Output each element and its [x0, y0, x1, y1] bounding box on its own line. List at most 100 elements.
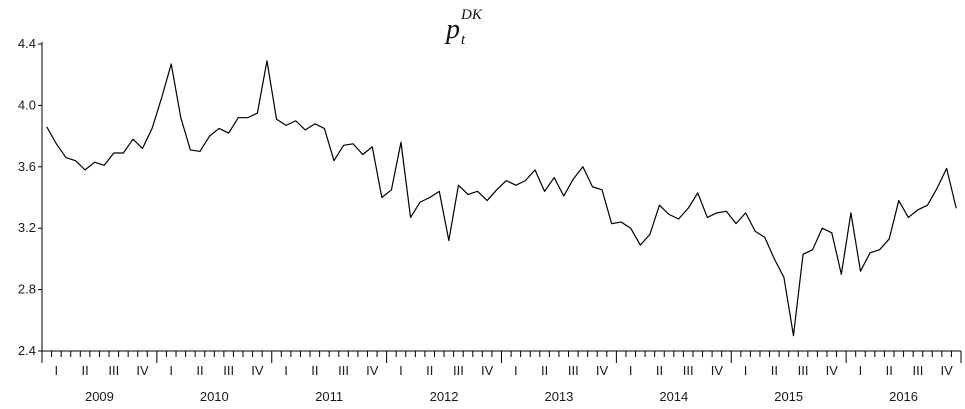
axes — [41, 42, 961, 352]
data-point — [342, 144, 344, 146]
data-point — [926, 204, 928, 206]
x-quarter-label: I — [514, 363, 518, 378]
y-tick-label: 4.0 — [18, 97, 36, 112]
data-point — [783, 276, 785, 278]
y-tick-label: 2.8 — [18, 282, 36, 297]
x-quarter-label: II — [541, 363, 548, 378]
x-quarter-label: IV — [366, 363, 379, 378]
y-tick-label: 2.4 — [18, 343, 36, 358]
data-point — [668, 213, 670, 215]
data-point — [917, 209, 919, 211]
data-point — [524, 179, 526, 181]
data-point — [132, 138, 134, 140]
title-main: p — [444, 14, 460, 45]
x-quarter-label: II — [426, 363, 433, 378]
data-point — [505, 179, 507, 181]
x-year-label: 2012 — [430, 389, 459, 404]
data-point — [859, 270, 861, 272]
series-layer — [46, 60, 957, 337]
data-point — [189, 149, 191, 151]
data-point — [247, 116, 249, 118]
x-quarter-label: I — [169, 363, 173, 378]
data-point — [620, 221, 622, 223]
data-point — [515, 184, 517, 186]
title-superscript: DK — [460, 7, 483, 23]
data-point — [878, 248, 880, 250]
data-point — [438, 190, 440, 192]
data-point — [898, 199, 900, 201]
data-point — [591, 186, 593, 188]
data-point — [448, 239, 450, 241]
data-point — [945, 167, 947, 169]
data-point — [409, 216, 411, 218]
x-quarter-label: II — [311, 363, 318, 378]
data-point — [113, 152, 115, 154]
y-tick-label: 4.4 — [18, 36, 36, 51]
x-quarter-label: IV — [596, 363, 609, 378]
data-point — [687, 207, 689, 209]
x-quarter-label: I — [399, 363, 403, 378]
x-quarter-label: III — [798, 363, 809, 378]
data-point — [610, 222, 612, 224]
x-year-label: 2009 — [85, 389, 114, 404]
x-year-label: 2014 — [659, 389, 688, 404]
data-point — [773, 258, 775, 260]
data-point — [907, 216, 909, 218]
data-point — [371, 146, 373, 148]
data-point — [888, 238, 890, 240]
data-point — [811, 248, 813, 250]
data-point — [744, 212, 746, 214]
data-point — [285, 124, 287, 126]
data-point — [381, 196, 383, 198]
series-line — [46, 60, 957, 337]
data-point — [486, 199, 488, 201]
data-point — [218, 127, 220, 129]
data-point — [266, 60, 268, 62]
data-point — [208, 135, 210, 137]
data-point — [936, 187, 938, 189]
data-point — [850, 212, 852, 214]
data-point — [256, 112, 258, 114]
y-tick-label: 3.6 — [18, 159, 36, 174]
chart-title: p t DK — [444, 7, 483, 48]
data-point — [725, 210, 727, 212]
data-point — [496, 189, 498, 191]
data-point — [323, 127, 325, 129]
x-quarter-label: II — [196, 363, 203, 378]
data-point — [227, 132, 229, 134]
x-quarter-label: IV — [940, 363, 953, 378]
data-point — [122, 152, 124, 154]
data-point — [352, 143, 354, 145]
data-point — [802, 253, 804, 255]
data-point — [754, 230, 756, 232]
data-point — [677, 218, 679, 220]
x-quarter-label: I — [744, 363, 748, 378]
x-quarter-label: IV — [711, 363, 724, 378]
data-point — [869, 252, 871, 254]
data-point — [46, 126, 48, 128]
data-point — [792, 334, 794, 336]
data-point — [361, 153, 363, 155]
data-point — [467, 193, 469, 195]
data-point — [419, 201, 421, 203]
data-point — [55, 143, 57, 145]
data-point — [93, 161, 95, 163]
data-point — [390, 189, 392, 191]
data-point — [304, 129, 306, 131]
data-point — [716, 212, 718, 214]
x-quarter-label: I — [55, 363, 59, 378]
y-axis-ticks: 2.4 2.8 3.2 3.6 4.0 4.4 — [18, 36, 42, 358]
data-point — [429, 196, 431, 198]
x-year-label: 2015 — [774, 389, 803, 404]
x-quarter-label: IV — [136, 363, 149, 378]
data-point — [333, 159, 335, 161]
x-year-label: 2016 — [889, 389, 918, 404]
x-quarter-label: II — [771, 363, 778, 378]
data-point — [630, 227, 632, 229]
data-point — [534, 169, 536, 171]
data-point — [103, 164, 105, 166]
x-quarter-label: III — [683, 363, 694, 378]
x-quarter-label: I — [859, 363, 863, 378]
data-point — [658, 204, 660, 206]
